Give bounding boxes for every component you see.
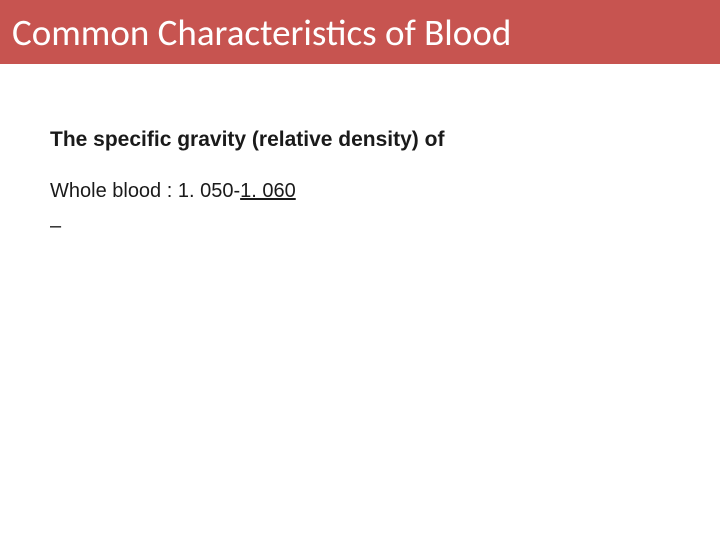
specific-gravity-underlined: 1. 060 [240, 180, 296, 202]
specific-gravity-line: Whole blood : 1. 050-1. 060 [50, 180, 670, 203]
subheading: The specific gravity (relative density) … [50, 128, 670, 152]
specific-gravity-prefix: Whole blood : 1. 050- [50, 180, 240, 202]
slide-body: The specific gravity (relative density) … [0, 64, 720, 238]
title-banner: Common Characteristics of Blood [0, 0, 720, 64]
dash-bullet: – [50, 215, 670, 238]
page-title: Common Characteristics of Blood [12, 10, 511, 55]
